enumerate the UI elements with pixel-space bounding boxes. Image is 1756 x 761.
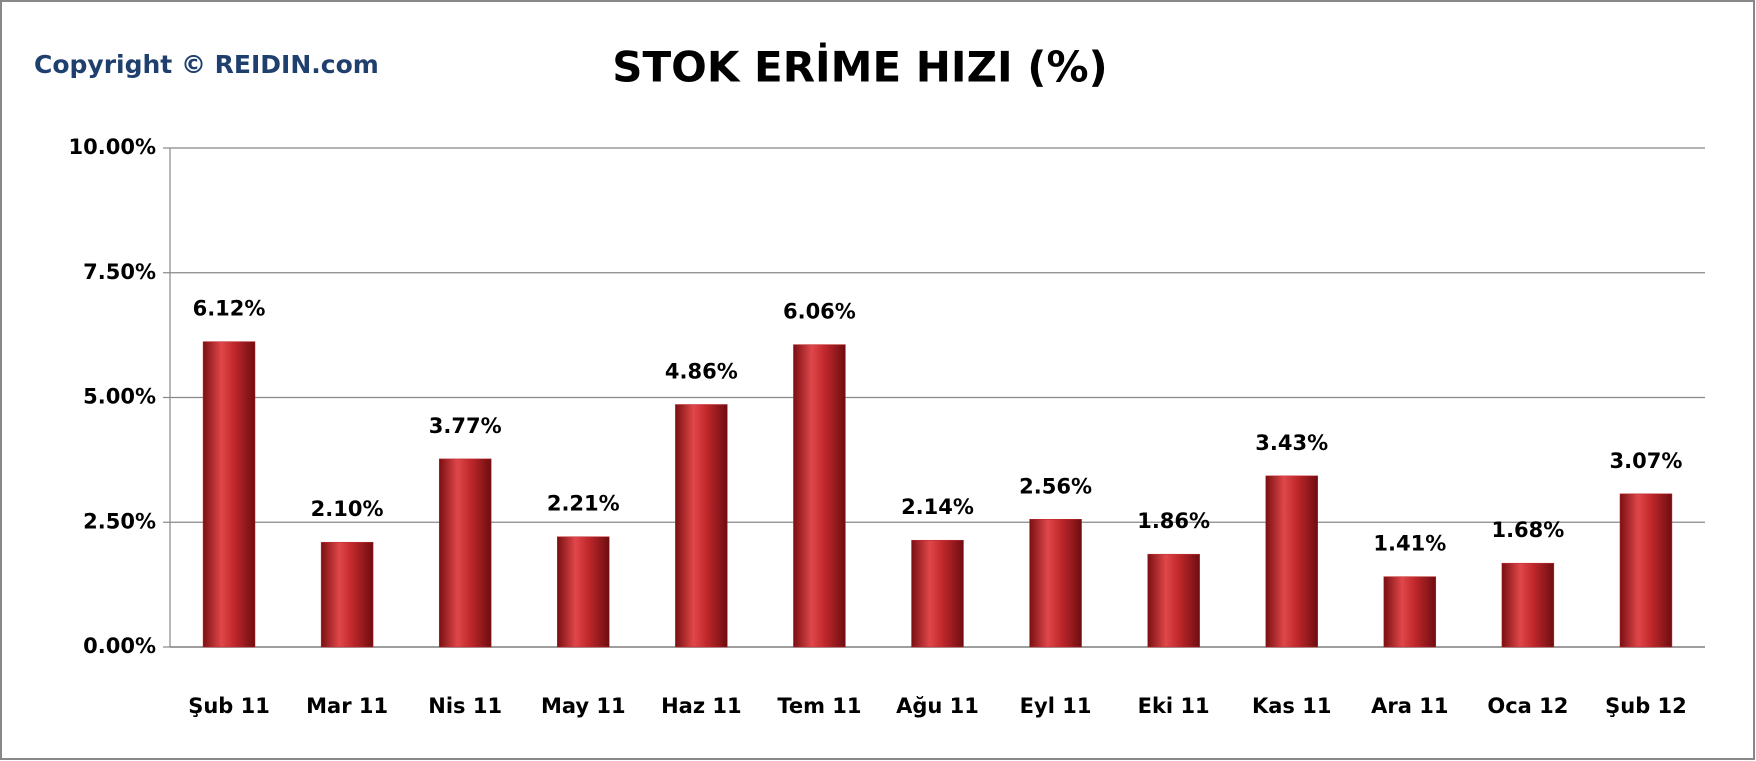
x-tick-label: Oca 12 (1487, 694, 1568, 718)
x-tick-label: May 11 (541, 694, 626, 718)
value-label: 2.10% (311, 497, 384, 521)
value-label: 3.07% (1610, 449, 1683, 473)
y-tick-label: 0.00% (83, 634, 156, 658)
x-tick-label: Nis 11 (428, 694, 502, 718)
value-label: 6.12% (193, 297, 266, 321)
x-tick-label: Ara 11 (1371, 694, 1448, 718)
bar (1501, 562, 1555, 648)
y-tick-label: 5.00% (83, 385, 156, 409)
bar (1619, 493, 1673, 648)
x-tick-label: Kas 11 (1252, 694, 1331, 718)
x-tick-label: Ağu 11 (896, 694, 979, 718)
bar (320, 541, 374, 648)
x-tick-label: Haz 11 (661, 694, 742, 718)
bar (675, 404, 728, 648)
bar (1147, 553, 1200, 648)
x-tick-label: Şub 11 (188, 694, 270, 718)
y-tick-label: 7.50% (83, 260, 156, 284)
bar (1029, 519, 1082, 648)
bar (557, 536, 610, 648)
x-tick-label: Mar 11 (306, 694, 388, 718)
bar (1383, 576, 1437, 648)
value-label: 6.06% (783, 300, 856, 324)
y-tick-label: 10.00% (69, 135, 156, 159)
bar (1265, 475, 1318, 648)
x-tick-label: Şub 12 (1605, 694, 1687, 718)
copyright: Copyright © REIDIN.com (34, 50, 379, 79)
bar (438, 458, 492, 648)
value-label: 3.77% (429, 414, 502, 438)
x-tick-label: Eyl 11 (1020, 694, 1092, 718)
value-label: 2.14% (901, 495, 974, 519)
value-label: 1.86% (1137, 509, 1210, 533)
value-label: 1.68% (1491, 518, 1564, 542)
x-tick-label: Tem 11 (777, 694, 861, 718)
bar (793, 344, 846, 648)
bar (911, 539, 964, 648)
y-tick-label: 2.50% (83, 509, 156, 533)
chart-title: STOK ERİME HIZI (%) (612, 42, 1108, 92)
bar (202, 341, 256, 648)
value-label: 4.86% (665, 359, 738, 383)
value-label: 1.41% (1373, 532, 1446, 556)
value-label: 3.43% (1255, 431, 1328, 455)
x-tick-label: Eki 11 (1138, 694, 1210, 718)
value-label: 2.21% (547, 492, 620, 516)
value-label: 2.56% (1019, 474, 1092, 498)
